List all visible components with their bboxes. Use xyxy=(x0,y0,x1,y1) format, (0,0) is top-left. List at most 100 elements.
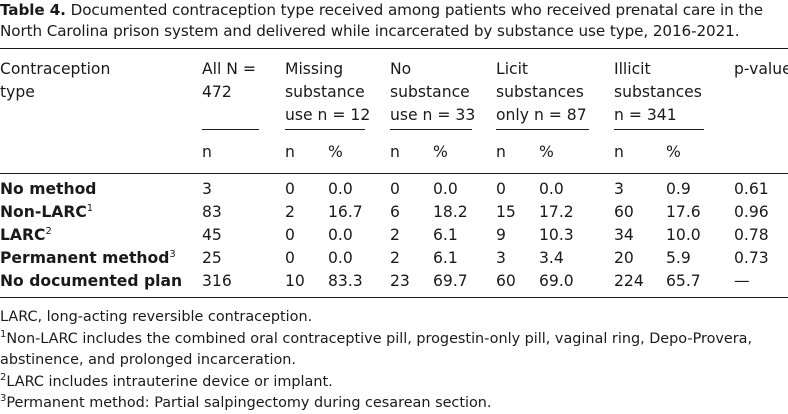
table-cell: 60 xyxy=(496,272,516,290)
table-cell: 34 xyxy=(614,226,634,244)
header-rule xyxy=(0,173,788,174)
table-cell: 25 xyxy=(202,249,222,267)
header-line: substances xyxy=(496,83,584,101)
footnote-text: Non-LARC includes the combined oral cont… xyxy=(6,330,753,347)
footnote-marker: 3 xyxy=(0,393,7,405)
subheader-n: n xyxy=(285,143,295,161)
header-licit: Licit substances only n = 87 xyxy=(496,58,587,127)
subheader-pct: % xyxy=(539,143,554,161)
bottom-rule xyxy=(0,297,788,298)
table-cell: 69.0 xyxy=(539,272,574,290)
footnote-marker: 1 xyxy=(0,328,7,340)
table-cell: 5.9 xyxy=(666,249,691,267)
table-label: Table 4. xyxy=(0,1,66,19)
table-cell: 0.96 xyxy=(734,203,769,221)
row-label: No method xyxy=(0,178,96,201)
group-rule-licit xyxy=(496,129,589,130)
header-contraception-type: Contraception type xyxy=(0,58,110,104)
table-cell: 0.0 xyxy=(328,226,353,244)
group-rule-missing xyxy=(285,129,365,130)
table-cell: 23 xyxy=(390,272,410,290)
table-cell: 3.4 xyxy=(539,249,564,267)
table-cell: 0.61 xyxy=(734,180,769,198)
group-rule-illicit xyxy=(614,129,704,130)
header-line: substance xyxy=(285,83,365,101)
group-rule-none xyxy=(390,129,472,130)
header-line: 472 xyxy=(202,83,232,101)
subheader-n: n xyxy=(496,143,506,161)
header-no-substance: No substance use n = 33 xyxy=(390,58,475,127)
subheader-n: n xyxy=(202,143,212,161)
table-cell: 65.7 xyxy=(666,272,701,290)
table-cell: 6 xyxy=(390,203,400,221)
table-cell: 69.7 xyxy=(433,272,468,290)
table-cell: 2 xyxy=(390,226,400,244)
table-cell: 224 xyxy=(614,272,644,290)
header-pvalue: p-value xyxy=(734,60,788,78)
table-cell: 83 xyxy=(202,203,222,221)
table-cell: 6.1 xyxy=(433,249,458,267)
header-line: substances xyxy=(614,83,702,101)
table-cell: 10.0 xyxy=(666,226,701,244)
table-cell: 20 xyxy=(614,249,634,267)
footnote: abstinence, and prolonged incarceration. xyxy=(0,350,788,371)
header-line: All N = xyxy=(202,60,256,78)
footnote-text: LARC includes intrauterine device or imp… xyxy=(6,373,333,390)
table-cell: 3 xyxy=(614,180,624,198)
footnote-text: Permanent method: Partial salpingectomy … xyxy=(6,395,492,412)
row-label-text: LARC xyxy=(0,226,46,244)
table-cell: 2 xyxy=(285,203,295,221)
footnote-marker: 2 xyxy=(45,226,52,237)
table-title: Documented contraception type received a… xyxy=(0,1,764,40)
table-cell: 0 xyxy=(285,226,295,244)
header-line: type xyxy=(0,83,35,101)
row-label: LARC2 xyxy=(0,224,52,247)
row-label: No documented plan xyxy=(0,270,182,293)
table-cell: 6.1 xyxy=(433,226,458,244)
header-illicit: Illicit substances n = 341 xyxy=(614,58,702,127)
header-line: use n = 33 xyxy=(390,106,476,124)
table-cell: 15 xyxy=(496,203,516,221)
group-rule-all xyxy=(202,129,259,130)
header-missing: Missing substance use n = 12 xyxy=(285,58,370,127)
table-cell: 3 xyxy=(496,249,506,267)
subheader-n: n xyxy=(390,143,400,161)
table-cell: 60 xyxy=(614,203,634,221)
table-cell: 0.0 xyxy=(328,180,353,198)
header-line: substance xyxy=(390,83,470,101)
footnote: 1Non-LARC includes the combined oral con… xyxy=(0,329,788,350)
table-cell: 0.73 xyxy=(734,249,769,267)
table-cell: 16.7 xyxy=(328,203,363,221)
footnote-marker: 1 xyxy=(86,203,94,214)
header-line: use n = 12 xyxy=(285,106,371,124)
table-cell: 17.2 xyxy=(539,203,574,221)
table-cell: 0.0 xyxy=(433,180,458,198)
footnote-marker: 2 xyxy=(0,371,7,383)
subheader-n: n xyxy=(614,143,624,161)
header-line: Licit xyxy=(496,60,529,78)
header-line: Contraception xyxy=(0,60,111,78)
table-cell: 45 xyxy=(202,226,222,244)
row-label-text: No documented plan xyxy=(0,272,183,290)
table-cell: 316 xyxy=(202,272,232,290)
subheader-pct: % xyxy=(666,143,681,161)
footnote-text: LARC, long-acting reversible contracepti… xyxy=(0,309,313,325)
row-label-text: No method xyxy=(0,180,97,198)
table-cell: 0.9 xyxy=(666,180,691,198)
table-cell: 0 xyxy=(285,180,295,198)
table-cell: — xyxy=(734,272,750,290)
table-cell: 9 xyxy=(496,226,506,244)
table-cell: 18.2 xyxy=(433,203,468,221)
table-cell: 0.0 xyxy=(328,249,353,267)
table-cell: 10 xyxy=(285,272,305,290)
table-cell: 3 xyxy=(202,180,212,198)
table-cell: 0.78 xyxy=(734,226,769,244)
footnote: LARC, long-acting reversible contracepti… xyxy=(0,307,788,328)
header-line: n = 341 xyxy=(614,106,677,124)
header-line: No xyxy=(390,60,412,78)
subheader-pct: % xyxy=(328,143,343,161)
header-line: Illicit xyxy=(614,60,651,78)
row-label: Non-LARC1 xyxy=(0,201,93,224)
subheader-pct: % xyxy=(433,143,448,161)
table-cell: 10.3 xyxy=(539,226,574,244)
